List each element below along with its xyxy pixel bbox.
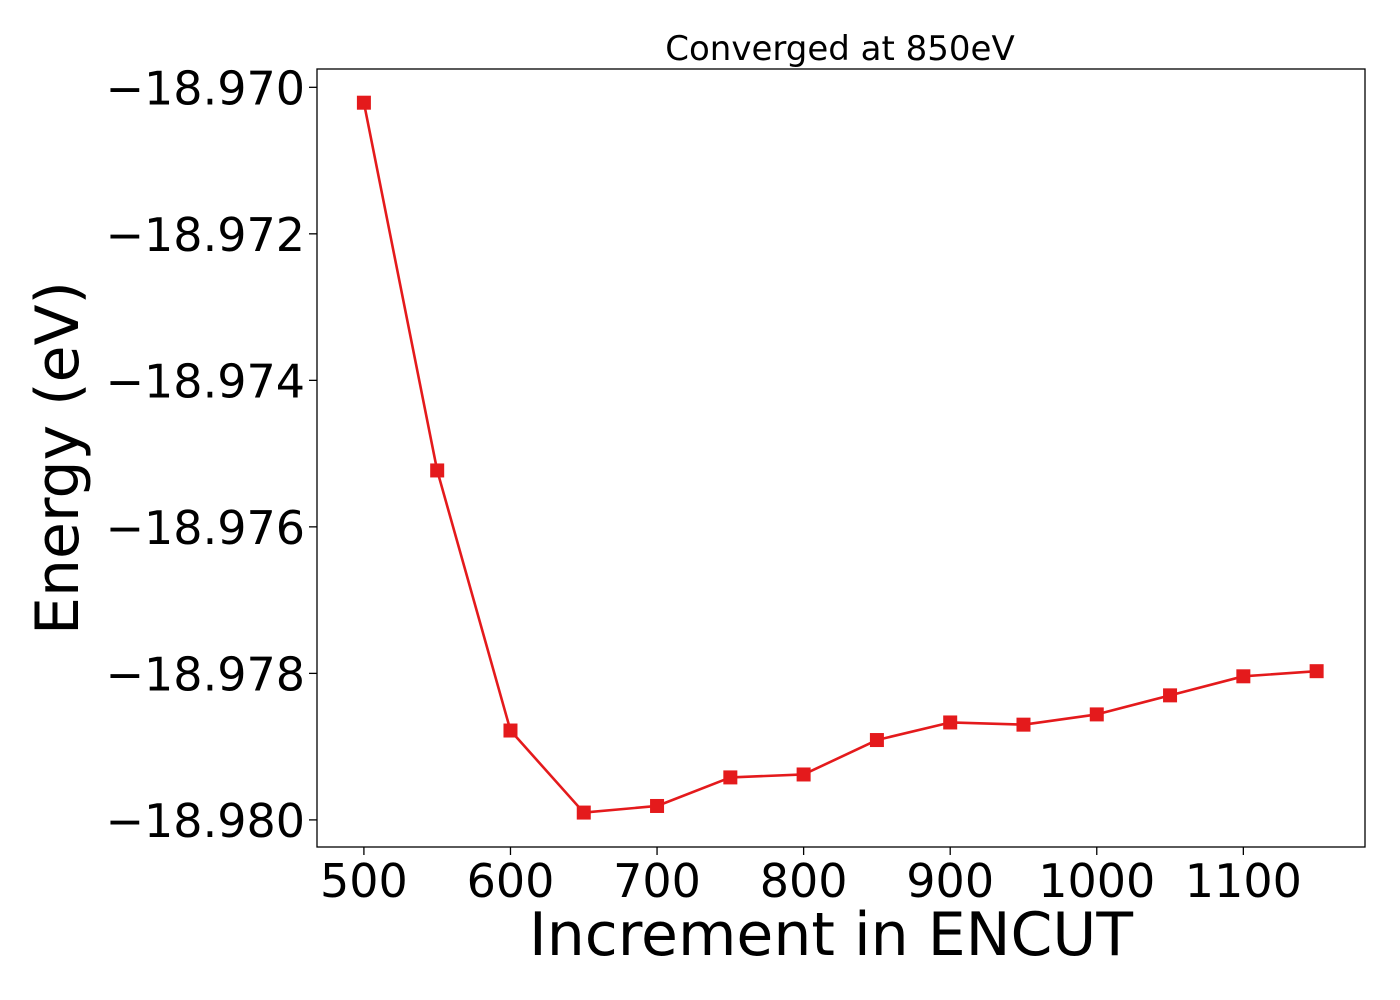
x-tick-label: 1100: [1185, 854, 1302, 908]
plot-frame: [316, 68, 1366, 848]
data-point-marker: [943, 715, 958, 730]
y-tick-label: −18.974: [106, 354, 306, 408]
x-tick-label: 500: [320, 854, 408, 908]
data-point-marker: [356, 95, 371, 110]
series-layer: [356, 95, 1324, 820]
y-tick-label: −18.980: [106, 794, 306, 848]
data-point-marker: [650, 798, 665, 813]
x-axis-ticks: 500 600 700 800 900 1000 1100: [320, 847, 1302, 908]
data-point-marker: [1089, 707, 1104, 722]
x-tick-label: 900: [906, 854, 994, 908]
y-tick-label: −18.970: [106, 61, 306, 115]
x-tick-label: 800: [760, 854, 848, 908]
data-point-marker: [723, 770, 738, 785]
x-tick-label: 700: [613, 854, 701, 908]
data-point-marker: [869, 733, 884, 748]
data-point-marker: [503, 723, 518, 738]
x-tick-label: 1000: [1038, 854, 1155, 908]
y-tick-label: −18.976: [106, 501, 306, 555]
x-axis-label: Increment in ENCUT: [529, 900, 1133, 970]
y-axis-label: Energy (eV): [23, 281, 93, 635]
data-point-marker: [430, 463, 445, 478]
data-point-marker: [1163, 688, 1178, 703]
x-tick-label: 600: [467, 854, 555, 908]
data-point-marker: [1236, 669, 1251, 684]
data-point-marker: [1016, 717, 1031, 732]
y-tick-label: −18.972: [106, 208, 306, 262]
data-point-marker: [796, 767, 811, 782]
series-line: [362, 102, 1317, 814]
chart-title: Converged at 850eV: [665, 29, 1014, 69]
y-axis-ticks: −18.970 −18.972 −18.974 −18.976 −18.978 −18.9…: [106, 61, 317, 848]
data-point-marker: [1309, 664, 1324, 679]
y-tick-label: −18.978: [106, 647, 306, 701]
data-point-marker: [576, 805, 591, 820]
